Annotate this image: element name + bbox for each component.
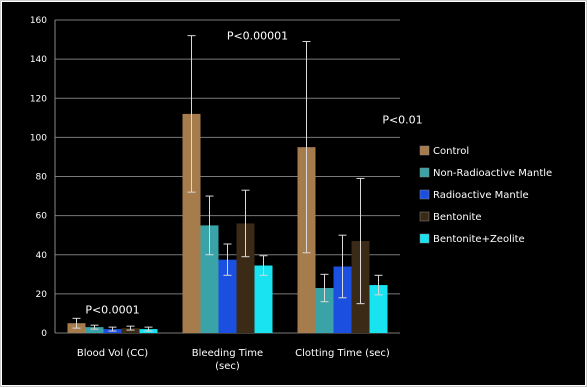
y-tick-label: 140 [30,55,47,65]
y-tick-label: 60 [36,212,48,222]
bar [254,265,273,333]
x-category-label: Blood Vol (CC) [77,348,148,359]
legend-swatch [419,167,430,178]
legend-label: Non-Radioactive Mantle [433,168,552,179]
legend-label: Control [433,146,469,157]
legend-swatch [419,211,430,222]
x-category-label: Bleeding Time (sec) [192,348,263,372]
bar [85,327,104,333]
legend-swatch [419,233,430,244]
y-tick-label: 120 [30,94,47,104]
p-value-annotation: P<0.01 [382,114,422,127]
p-value-annotation: P<0.00001 [227,30,288,43]
y-tick-label: 20 [36,290,48,300]
bar [200,225,219,333]
legend-label: Bentonite [433,212,482,223]
y-tick-label: 40 [36,251,48,261]
bar [218,259,237,333]
bar [182,113,201,334]
legend-label: Radioactive Mantle [433,190,529,201]
bar [369,285,388,333]
y-tick-label: 100 [30,133,47,143]
bar [315,288,334,333]
y-tick-label: 80 [36,173,48,183]
legend-swatch [419,189,430,200]
bar [236,223,255,333]
legend-swatch [419,145,430,156]
y-tick-label: 160 [30,16,47,26]
p-value-annotation: P<0.0001 [85,303,139,316]
y-tick-label: 0 [41,329,47,339]
bar [333,266,352,333]
legend-label: Bentonite+Zeolite [433,234,525,245]
x-category-label: Clotting Time (sec) [295,348,390,359]
